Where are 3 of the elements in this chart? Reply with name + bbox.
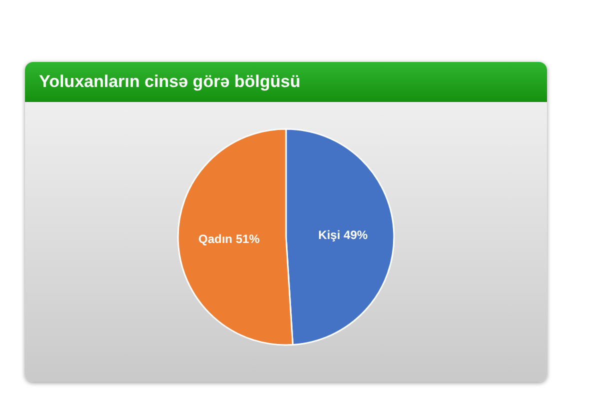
chart-title: Yoluxanların cinsə görə bölgüsü <box>25 62 547 102</box>
slice-label: Kişi 49% <box>318 228 368 242</box>
slice-label: Qadın 51% <box>198 232 260 246</box>
